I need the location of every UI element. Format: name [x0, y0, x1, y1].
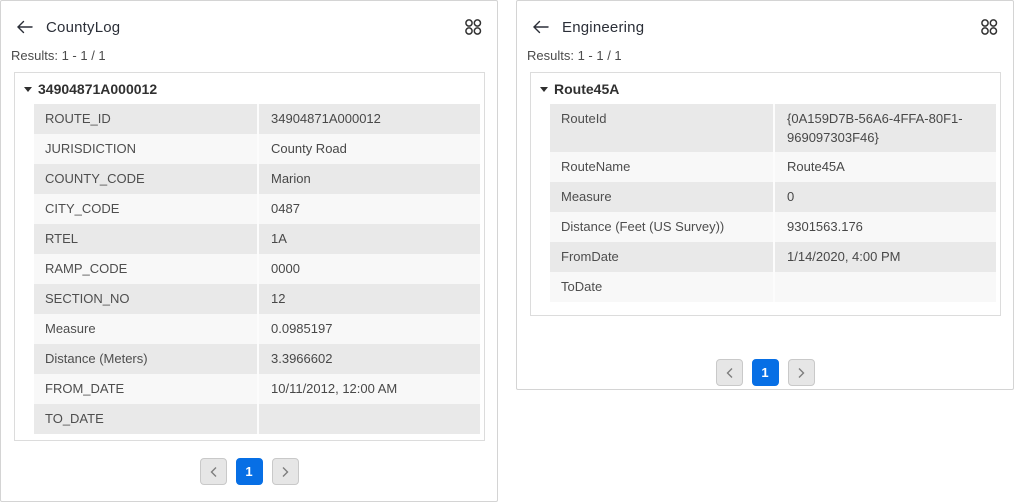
card-bottom-spacer — [531, 302, 1000, 315]
attribute-row: CITY_CODE 0487 — [34, 194, 480, 224]
attribute-label: JURISDICTION — [45, 141, 136, 156]
attribute-label: RouteName — [561, 159, 631, 174]
results-count: Results: 1 - 1 / 1 — [11, 48, 106, 63]
attribute-label: CITY_CODE — [45, 201, 120, 216]
panel-title: Engineering — [562, 18, 645, 36]
prev-page-button[interactable] — [199, 458, 227, 485]
attribute-label: RTEL — [45, 231, 78, 246]
attribute-label: Distance (Meters) — [45, 351, 148, 366]
attribute-label: Measure — [561, 189, 612, 204]
feature-toggle[interactable]: Route45A — [531, 73, 1000, 104]
back-button[interactable] — [15, 17, 37, 37]
feature-toggle[interactable]: 34904871A000012 — [15, 73, 484, 104]
attribute-row: RouteId {0A159D7B-56A6-4FFA-80F1-96909730… — [550, 104, 996, 152]
attribute-row: FROM_DATE 10/11/2012, 12:00 AM — [34, 374, 480, 404]
pagination: 1 — [517, 359, 1013, 386]
attribute-row: SECTION_NO 12 — [34, 284, 480, 314]
attribute-row: ROUTE_ID 34904871A000012 — [34, 104, 480, 134]
next-page-button[interactable] — [271, 458, 299, 485]
attribute-row: JURISDICTION County Road — [34, 134, 480, 164]
chevron-left-icon — [209, 466, 218, 478]
attribute-label: ToDate — [561, 279, 603, 294]
feature-info-panel-engineering: Engineering Results: 1 - 1 / 1 Route45A … — [516, 0, 1014, 390]
current-page-button[interactable]: 1 — [751, 359, 779, 386]
view-grid-button[interactable] — [463, 18, 483, 36]
panel-title: CountyLog — [46, 18, 121, 36]
attribute-label: COUNTY_CODE — [45, 171, 145, 186]
attribute-label: FromDate — [561, 249, 619, 264]
next-page-button[interactable] — [787, 359, 815, 386]
attribute-value: 12 — [257, 284, 480, 314]
back-arrow-icon — [531, 19, 550, 35]
attribute-value: County Road — [257, 134, 480, 164]
attribute-row: TO_DATE — [34, 404, 480, 434]
caret-down-icon — [540, 86, 548, 92]
attribute-label: Measure — [45, 321, 96, 336]
feature-title: 34904871A000012 — [38, 81, 158, 97]
prev-page-button[interactable] — [715, 359, 743, 386]
attribute-value: 10/11/2012, 12:00 AM — [257, 374, 480, 404]
chevron-left-icon — [725, 367, 734, 379]
attribute-row: RTEL 1A — [34, 224, 480, 254]
attribute-value: 0 — [773, 182, 996, 212]
pagination: 1 — [1, 458, 497, 485]
attribute-row: Distance (Feet (US Survey)) 9301563.176 — [550, 212, 996, 242]
feature-card: 34904871A000012 ROUTE_ID 34904871A000012 J… — [14, 72, 485, 441]
attribute-label: ROUTE_ID — [45, 111, 111, 126]
back-button[interactable] — [531, 17, 553, 37]
attribute-table: RouteId {0A159D7B-56A6-4FFA-80F1-96909730… — [550, 104, 996, 302]
attribute-label: Distance (Feet (US Survey)) — [561, 219, 725, 234]
attribute-value — [257, 404, 480, 434]
feature-title: Route45A — [554, 81, 620, 97]
attribute-label: RouteId — [561, 111, 607, 126]
attribute-value: 0.0985197 — [257, 314, 480, 344]
attribute-label: SECTION_NO — [45, 291, 130, 306]
grid-dots-icon — [979, 18, 999, 36]
attribute-label: FROM_DATE — [45, 381, 125, 396]
results-count: Results: 1 - 1 / 1 — [527, 48, 622, 63]
feature-card: Route45A RouteId {0A159D7B-56A6-4FFA-80F1… — [530, 72, 1001, 316]
attribute-value: Marion — [257, 164, 480, 194]
caret-down-icon — [24, 86, 32, 92]
card-bottom-spacer — [15, 434, 484, 440]
panel-header: CountyLog — [1, 1, 497, 39]
attribute-row: Measure 0 — [550, 182, 996, 212]
grid-dots-icon — [463, 18, 483, 36]
attribute-value: {0A159D7B-56A6-4FFA-80F1-969097303F46} — [773, 104, 996, 152]
attribute-row: COUNTY_CODE Marion — [34, 164, 480, 194]
view-grid-button[interactable] — [979, 18, 999, 36]
attribute-value: 34904871A000012 — [257, 104, 480, 134]
current-page-button[interactable]: 1 — [235, 458, 263, 485]
chevron-right-icon — [281, 466, 290, 478]
back-arrow-icon — [15, 19, 34, 35]
attribute-row: RouteName Route45A — [550, 152, 996, 182]
attribute-row: Distance (Meters) 3.3966602 — [34, 344, 480, 374]
attribute-row: Measure 0.0985197 — [34, 314, 480, 344]
attribute-row: ToDate — [550, 272, 996, 302]
attribute-row: RAMP_CODE 0000 — [34, 254, 480, 284]
attribute-value: 1A — [257, 224, 480, 254]
attribute-value: 3.3966602 — [257, 344, 480, 374]
attribute-value: 0487 — [257, 194, 480, 224]
attribute-value: 1/14/2020, 4:00 PM — [773, 242, 996, 272]
attribute-label: RAMP_CODE — [45, 261, 128, 276]
attribute-value: Route45A — [773, 152, 996, 182]
attribute-value — [773, 272, 996, 302]
feature-info-panel-countylog: CountyLog Results: 1 - 1 / 1 34904871A00… — [0, 0, 498, 502]
attribute-row: FromDate 1/14/2020, 4:00 PM — [550, 242, 996, 272]
attribute-value: 9301563.176 — [773, 212, 996, 242]
panel-header: Engineering — [517, 1, 1013, 39]
attribute-table: ROUTE_ID 34904871A000012 JURISDICTION Count… — [34, 104, 480, 434]
chevron-right-icon — [797, 367, 806, 379]
attribute-label: TO_DATE — [45, 411, 104, 426]
attribute-value: 0000 — [257, 254, 480, 284]
